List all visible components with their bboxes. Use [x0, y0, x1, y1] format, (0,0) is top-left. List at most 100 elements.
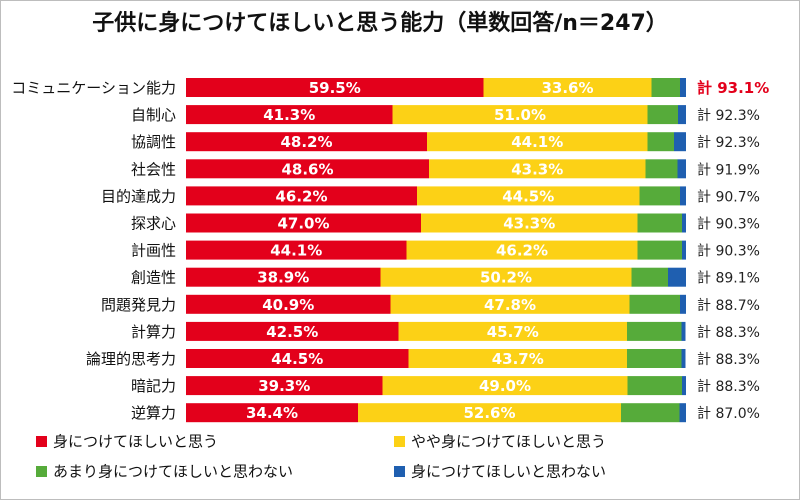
legend-swatch: [36, 466, 47, 477]
bar-segment: [647, 105, 678, 125]
bar-segment: [627, 321, 682, 341]
bar-segment: [681, 349, 686, 368]
bar-data-label: 44.5%: [502, 187, 554, 205]
category-label: 協調性: [131, 133, 176, 151]
bar-data-label: 40.9%: [262, 296, 314, 314]
legend: 身につけてほしいと思う やや身につけてほしいと思うあまり身につけてほしいと思わない…: [36, 433, 606, 481]
bar-segment: [627, 349, 682, 368]
bar-data-label: 50.2%: [480, 269, 532, 287]
bar-segment: [637, 240, 682, 260]
legend-label: 身につけてほしいと思わない: [411, 463, 606, 481]
bar-segment: [421, 213, 638, 233]
bar-segment: [186, 105, 393, 125]
bar-segment: [186, 321, 399, 341]
total-label: 計 88.3%: [697, 352, 760, 368]
totals: 計 93.1% 計 92.3% 計 92.3% 計 91.9% 計 90.7% 計 90.…: [697, 79, 769, 422]
bar-segment: [682, 240, 686, 260]
bar-segment: [186, 159, 429, 179]
bar-data-label: 43.3%: [503, 215, 555, 233]
bar-data-label: 51.0%: [494, 106, 546, 124]
category-label: 探求心: [131, 215, 176, 233]
bar-segment: [380, 267, 632, 287]
chart-title: 子供に身につけてほしいと思う能力（単数回答/n＝247）: [92, 10, 668, 36]
bar-data-label: 38.9%: [257, 269, 309, 287]
category-label: 暗記力: [131, 377, 176, 395]
category-label: 逆算力: [131, 404, 176, 422]
bar-segment: [382, 376, 628, 396]
legend-label: 身につけてほしいと思う: [53, 433, 218, 451]
category-label: コミュニケーション能力: [11, 79, 176, 97]
bar-data-label: 34.4%: [246, 404, 298, 422]
total-label: 計 91.9%: [697, 162, 760, 178]
category-label: 論理的思考力: [86, 350, 176, 368]
total-label: 計 90.7%: [697, 189, 760, 205]
bar-segment: [680, 78, 686, 97]
bar-segment: [674, 132, 686, 152]
bar-data-label: 44.1%: [511, 133, 563, 151]
bar-segment: [680, 294, 686, 314]
category-label: 問題発見力: [101, 296, 176, 314]
bar-segment: [678, 105, 686, 125]
bar-data-label: 44.1%: [270, 242, 322, 260]
legend-label: やや身につけてほしいと思う: [411, 433, 606, 451]
bar-data-label: 47.8%: [484, 296, 536, 314]
bars: [186, 78, 686, 423]
bar-segment: [417, 186, 640, 206]
bar-data-label: 39.3%: [258, 377, 310, 395]
bar-segment: [186, 349, 409, 368]
bar-segment: [427, 132, 648, 152]
bar-data-label: 59.5%: [309, 79, 361, 97]
bar-data-label: 49.0%: [479, 377, 531, 395]
bar-segment: [186, 294, 391, 314]
bar-segment: [186, 213, 421, 233]
category-label: 計画性: [131, 242, 176, 260]
bar-data-label: 52.6%: [463, 404, 515, 422]
category-label: 社会性: [131, 160, 176, 178]
total-label: 計 93.1%: [697, 79, 769, 97]
bar-segment: [390, 294, 630, 314]
bar-segment: [392, 105, 648, 125]
bar-segment: [429, 159, 646, 179]
total-label: 計 90.3%: [697, 244, 760, 260]
total-label: 計 89.1%: [697, 271, 760, 287]
total-label: 計 92.3%: [697, 135, 760, 151]
bar-segment: [682, 213, 686, 233]
bar-segment: [677, 159, 686, 179]
bar-data-label: 46.2%: [496, 242, 548, 260]
legend-swatch: [394, 436, 405, 447]
bar-segment: [627, 376, 682, 396]
bar-segment: [186, 267, 381, 287]
total-label: 計 87.0%: [697, 406, 760, 422]
bar-data-label: 42.5%: [266, 323, 318, 341]
bar-segment: [680, 186, 686, 206]
bar-segment: [406, 240, 638, 260]
bar-data-label: 48.6%: [281, 160, 333, 178]
bar-data-label: 47.0%: [277, 215, 329, 233]
bar-segment: [629, 294, 680, 314]
bar-segment: [398, 321, 627, 341]
bar-segment: [358, 403, 621, 423]
bar-segment: [645, 159, 678, 179]
bar-segment: [408, 349, 627, 368]
bar-segment: [621, 403, 680, 423]
category-label: 目的達成力: [101, 187, 176, 205]
bar-data-label: 41.3%: [263, 106, 315, 124]
bar-segment: [639, 186, 680, 206]
bar-data-label: 45.7%: [487, 323, 539, 341]
bar-segment: [668, 267, 686, 287]
bar-segment: [186, 78, 484, 97]
category-label: 自制心: [131, 106, 176, 124]
total-label: 計 88.7%: [697, 298, 760, 314]
bar-segment: [483, 78, 652, 97]
bar-data-label: 44.5%: [271, 350, 323, 368]
bar-segment: [186, 132, 427, 152]
bar-segment: [186, 376, 383, 396]
category-label: 計算力: [131, 323, 176, 341]
total-label: 計 92.3%: [697, 108, 760, 124]
total-label: 計 88.3%: [697, 325, 760, 341]
legend-swatch: [36, 436, 47, 447]
bar-segment: [631, 267, 668, 287]
category-labels: コミュニケーション能力自制心協調性社会性目的達成力探求心計画性創造性問題発見力計…: [11, 79, 176, 422]
bar-segment: [186, 240, 407, 260]
